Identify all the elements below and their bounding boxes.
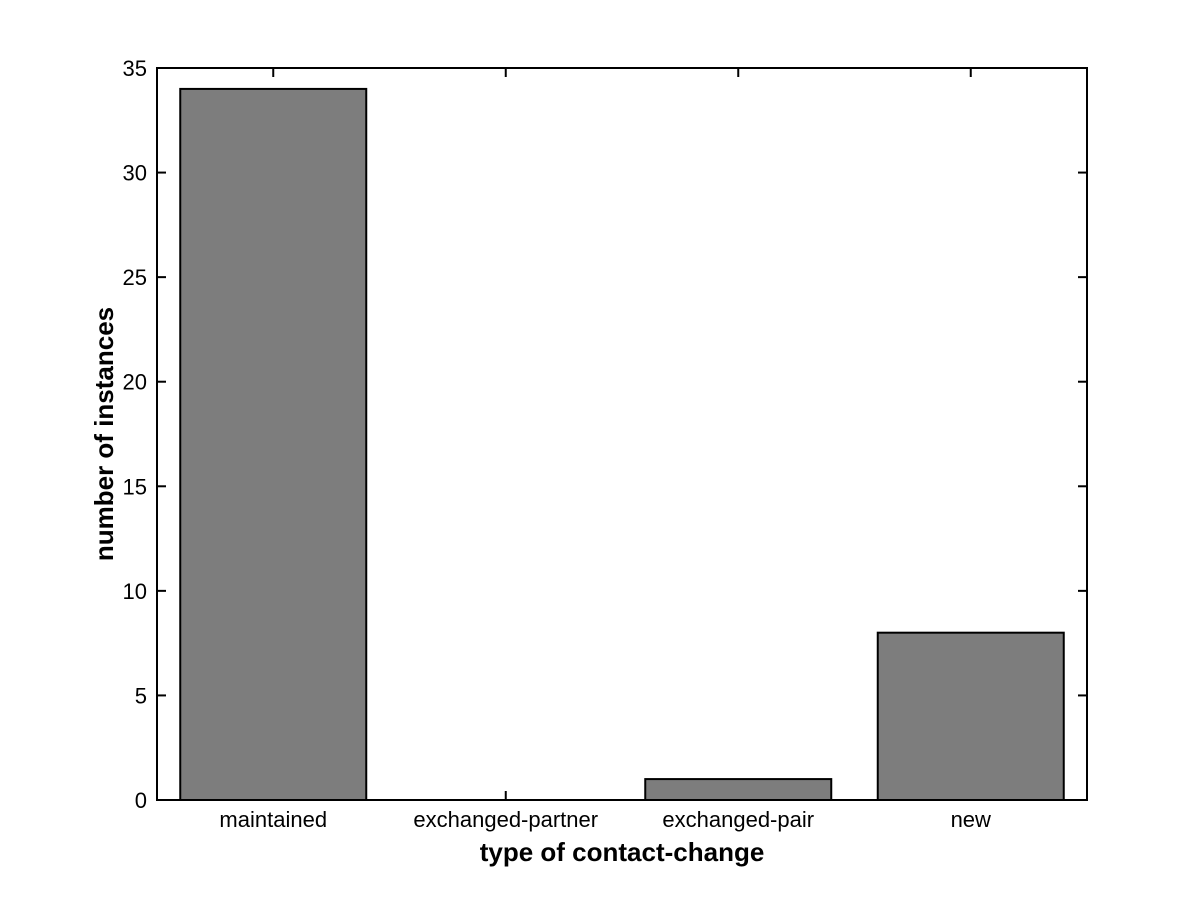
- x-axis-label: type of contact-change: [480, 837, 765, 867]
- y-tick-label-10: 10: [123, 579, 147, 604]
- tick-labels-layer: 0 5 10 15 20 25 30 35 maintained exchanged-partne…: [123, 56, 992, 832]
- y-tick-label-15: 15: [123, 474, 147, 499]
- x-tick-label-new: new: [951, 807, 991, 832]
- bar-exchanged-pair: [644, 778, 833, 801]
- x-tick-label-exchanged-pair: exchanged-pair: [662, 807, 814, 832]
- y-tick-label-0: 0: [135, 788, 147, 813]
- y-tick-label-20: 20: [123, 370, 147, 395]
- axes-layer: [156, 67, 1088, 801]
- y-tick-label-25: 25: [123, 265, 147, 290]
- bars-layer: [179, 87, 1065, 802]
- x-ticks-bottom-layer: [272, 791, 972, 799]
- y-tick-label-35: 35: [123, 56, 147, 81]
- bar-new: [876, 631, 1065, 802]
- plot-border: [156, 67, 1088, 801]
- y-tick-label-30: 30: [123, 161, 147, 186]
- x-tick-label-maintained: maintained: [219, 807, 327, 832]
- bar-maintained: [179, 87, 368, 801]
- y-tick-label-5: 5: [135, 683, 147, 708]
- x-tick-label-exchanged-partner: exchanged-partner: [413, 807, 598, 832]
- y-axis-label: number of instances: [89, 307, 119, 561]
